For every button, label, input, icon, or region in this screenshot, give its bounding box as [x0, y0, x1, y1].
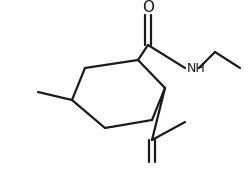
Text: NH: NH [187, 62, 206, 74]
Text: O: O [142, 0, 154, 15]
